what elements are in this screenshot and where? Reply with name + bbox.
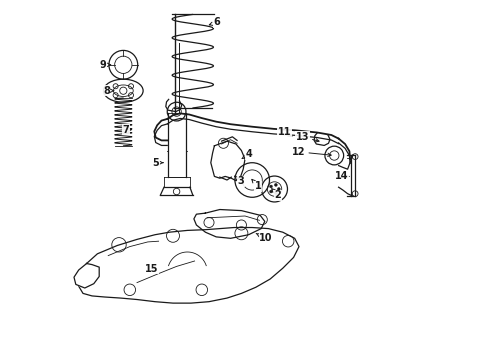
Polygon shape bbox=[194, 210, 265, 238]
Text: 15: 15 bbox=[145, 264, 158, 274]
Text: 8: 8 bbox=[103, 86, 114, 96]
Text: 3: 3 bbox=[235, 176, 244, 186]
Polygon shape bbox=[79, 228, 299, 303]
Text: 14: 14 bbox=[335, 171, 349, 181]
Circle shape bbox=[277, 188, 280, 190]
Circle shape bbox=[274, 192, 277, 194]
Text: 13: 13 bbox=[296, 132, 319, 142]
Polygon shape bbox=[74, 264, 99, 288]
Text: 9: 9 bbox=[99, 60, 111, 70]
Circle shape bbox=[270, 185, 272, 188]
Circle shape bbox=[270, 190, 272, 193]
Text: 4: 4 bbox=[242, 149, 252, 159]
Text: 5: 5 bbox=[153, 158, 163, 168]
Text: 2: 2 bbox=[271, 189, 281, 200]
Text: 10: 10 bbox=[256, 233, 272, 243]
Text: 6: 6 bbox=[209, 17, 220, 27]
Text: 11: 11 bbox=[278, 127, 292, 138]
Text: 12: 12 bbox=[292, 147, 331, 157]
Circle shape bbox=[274, 184, 277, 186]
Text: 7: 7 bbox=[123, 125, 132, 135]
Text: 1: 1 bbox=[252, 179, 262, 192]
